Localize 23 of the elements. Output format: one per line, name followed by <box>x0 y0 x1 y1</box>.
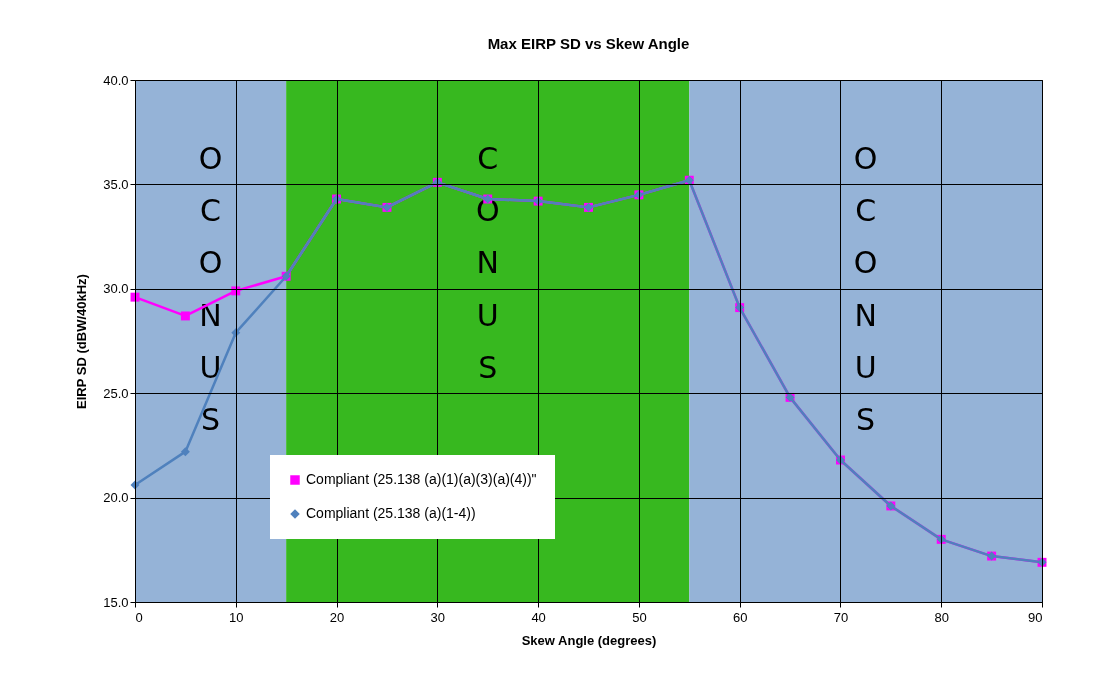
x-tick-label: 30 <box>430 609 446 625</box>
y-tick-label: 25.0 <box>103 385 129 401</box>
y-tick-label: 20.0 <box>103 490 129 506</box>
y-tick-label: 15.0 <box>103 594 129 610</box>
y-tick-label: 40.0 <box>103 72 129 88</box>
x-tick-label: 20 <box>329 609 345 625</box>
x-tick-label: 50 <box>632 609 647 625</box>
x-tick-label: 70 <box>833 609 849 625</box>
y-axis-title: EIRP SD (dBW/40kHz) <box>74 274 90 409</box>
legend-label: Compliant (25.138 (a)(1-4)) <box>306 505 476 521</box>
x-tick-label: 90 <box>1028 609 1043 625</box>
x-axis-title: Skew Angle (degrees) <box>521 632 657 648</box>
x-tick-label: 10 <box>229 609 244 625</box>
legend-label: Compliant (25.138 (a)(1)(a)(3)(a)(4))" <box>306 471 537 487</box>
y-tick-label: 30.0 <box>103 281 129 297</box>
y-tick-label: 35.0 <box>103 176 129 192</box>
band-label: OCONUS <box>198 141 223 437</box>
x-tick-label: 0 <box>135 609 143 625</box>
band-label: OCONUS <box>853 141 878 437</box>
chart-title: Max EIRP SD vs Skew Angle <box>487 35 690 52</box>
x-tick-label: 60 <box>732 609 748 625</box>
x-tick-label: 80 <box>934 609 949 625</box>
x-tick-label: 40 <box>531 609 546 625</box>
